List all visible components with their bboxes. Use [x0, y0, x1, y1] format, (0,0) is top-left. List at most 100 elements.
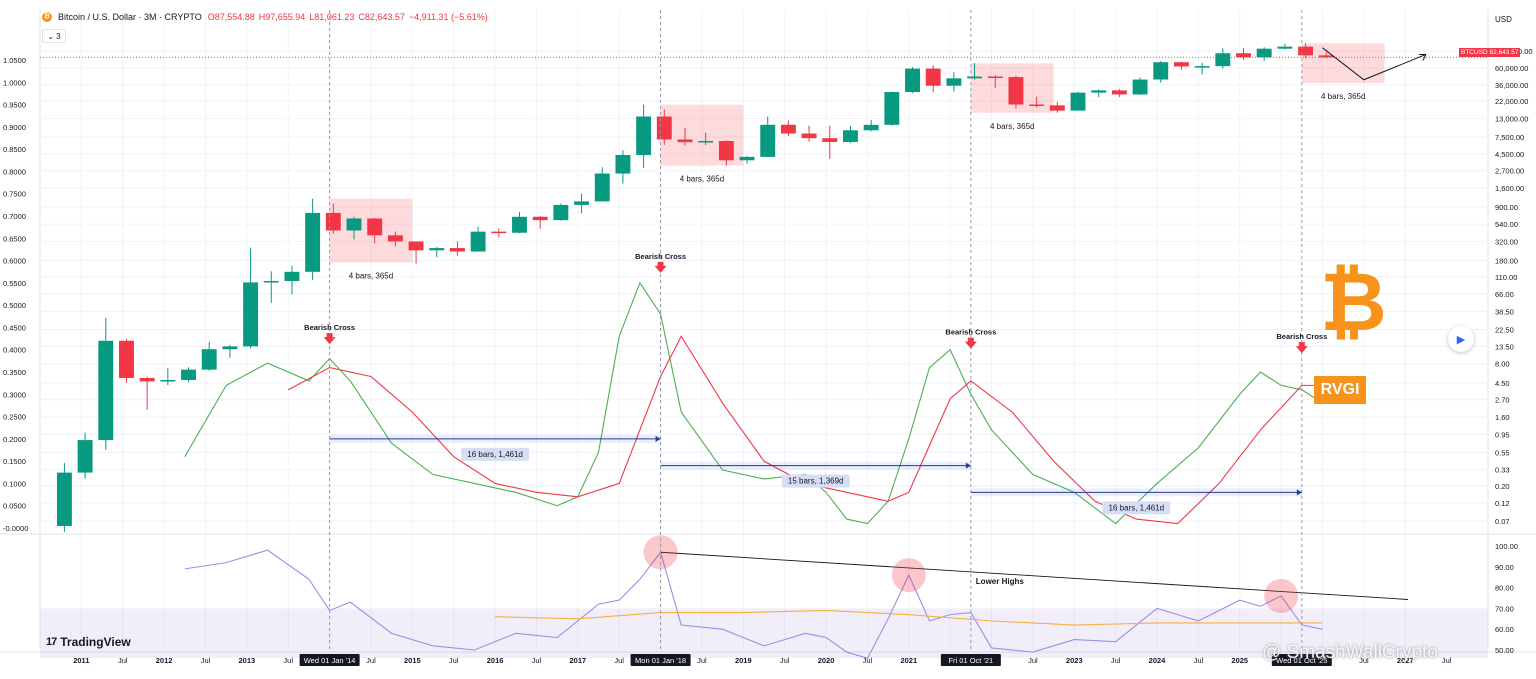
- candle-body: [449, 248, 465, 252]
- candle-body: [181, 369, 196, 380]
- rsi-axis-label: 100.00: [1495, 542, 1518, 551]
- tradingview-wordmark: TradingView: [60, 635, 131, 649]
- price-axis-label: 38.50: [1495, 308, 1514, 317]
- left-axis-label: 0.4500: [3, 323, 26, 332]
- open-value: O87,554.88: [207, 12, 255, 22]
- candle-body: [1318, 55, 1334, 58]
- range-arrowhead: [655, 435, 661, 442]
- range-label-bg: [461, 447, 530, 461]
- drawdown-box-label: 4 bars, 365d: [349, 271, 393, 280]
- left-axis-label: 0.1500: [3, 457, 26, 466]
- rvgi-line: [184, 281, 1323, 525]
- left-axis-label: 1.0000: [3, 78, 26, 87]
- time-axis-label: 2016: [487, 656, 504, 665]
- candle-body: [677, 139, 693, 143]
- price-axis-label: 1,600.00: [1495, 184, 1524, 193]
- candle-body: [946, 78, 962, 86]
- candle-body: [656, 116, 672, 140]
- price-axis-label: 13.50: [1495, 342, 1514, 351]
- candle-body: [1194, 66, 1210, 68]
- candle-body: [1070, 92, 1086, 111]
- time-axis-label: 2020: [818, 656, 835, 665]
- time-cursor-tag-bg: [630, 654, 691, 666]
- change-value: −4,911.31 (−5.61%): [408, 12, 488, 22]
- candle-body: [1173, 62, 1189, 67]
- currency-label: USD: [1495, 15, 1512, 24]
- candle-body: [284, 271, 300, 282]
- candle-body: [512, 216, 527, 233]
- candle-body: [1049, 105, 1065, 111]
- price-axis-label: 22,000.00: [1495, 97, 1528, 106]
- price-axis-label: 0.20: [1495, 482, 1510, 491]
- rsi-ma-line: [495, 609, 1323, 626]
- candle-body: [532, 216, 548, 221]
- candle-body: [1215, 53, 1231, 67]
- candle-body: [822, 138, 838, 142]
- range-label-bg: [1102, 501, 1171, 515]
- left-axis-label: 0.5000: [3, 301, 26, 310]
- time-cursor-tag-bg: [299, 654, 360, 666]
- projection-arrowhead: [1418, 53, 1427, 61]
- drawdown-boxes: 4 bars, 365d 4 bars, 365d 4 bars, 365d 4 ba…: [329, 43, 1385, 280]
- indicators-toggle[interactable]: ⌄ 3: [42, 29, 66, 43]
- time-cursor-tag-bg: [940, 654, 1001, 666]
- tradingview-mark-icon: 17: [46, 636, 57, 648]
- time-axis-label: 2023: [1066, 656, 1083, 665]
- left-axis-label: -0.0000: [3, 524, 28, 533]
- chart-header: ₿ Bitcoin / U.S. Dollar · 3M · CRYPTO O8…: [42, 12, 488, 22]
- candle-body: [1029, 104, 1045, 107]
- range-label: 16 bars, 1,461d: [1109, 503, 1165, 512]
- drawdown-box-label: 4 bars, 365d: [680, 175, 724, 184]
- high-value: H97,655.94: [258, 12, 306, 22]
- left-axis-label: 0.9500: [3, 101, 26, 110]
- bearish-cross-label: Bearish Cross: [304, 323, 355, 332]
- time-axis-label: Jul: [1194, 656, 1204, 665]
- range-label-bg: [781, 474, 850, 488]
- candle-body: [470, 231, 486, 252]
- candle-body: [698, 140, 714, 143]
- candle-body: [222, 346, 238, 350]
- price-axis-label: 320.00: [1495, 237, 1518, 246]
- time-axis-label: 2011: [73, 656, 89, 665]
- candles: [40, 43, 1488, 532]
- price-axis-label: 110.00: [1495, 273, 1517, 282]
- chevron-down-icon: ⌄: [47, 31, 55, 41]
- candle-body: [1236, 53, 1251, 58]
- time-axis-label: Jul: [449, 656, 459, 665]
- play-icon[interactable]: ▶: [1448, 326, 1474, 352]
- candle-body: [905, 68, 920, 93]
- price-axis-label: 36,000.00: [1495, 81, 1528, 90]
- left-axis-label: 0.8500: [3, 145, 26, 154]
- candle-body: [553, 204, 569, 221]
- candle-body: [56, 472, 72, 526]
- rsi-axis-label: 80.00: [1495, 584, 1514, 593]
- candle-body: [925, 68, 941, 86]
- range-label: 15 bars, 1,369d: [788, 477, 844, 486]
- candle-body: [77, 440, 93, 473]
- left-axis-label: 0.3500: [3, 368, 26, 377]
- time-axis-label: 2017: [569, 656, 586, 665]
- candle-body: [387, 235, 403, 242]
- price-axis-label: 2.70: [1495, 396, 1510, 405]
- candle-body: [367, 218, 383, 236]
- candle-body: [1091, 90, 1107, 93]
- rsi-trendline-label: Lower Highs: [976, 577, 1025, 586]
- time-axis-label: 2025: [1231, 656, 1248, 665]
- left-axis-label: 0.2000: [3, 435, 26, 444]
- time-cursor-tag-bg: [1271, 654, 1332, 666]
- price-axis-label: 4.50: [1495, 379, 1510, 388]
- rsi-peak-marker: [1264, 578, 1299, 613]
- time-axis-label: Jul: [1359, 656, 1369, 665]
- tradingview-logo[interactable]: 17 TradingView: [46, 635, 131, 649]
- time-axis-label: 2019: [735, 656, 752, 665]
- symbol-title[interactable]: Bitcoin / U.S. Dollar · 3M · CRYPTO: [58, 12, 202, 22]
- rvgi-badge: RVGI: [1314, 376, 1366, 404]
- time-axis-label: 2027: [1397, 656, 1414, 665]
- drawdown-box-label: 4 bars, 365d: [1321, 92, 1365, 101]
- price-axis-label: 4,500.00: [1495, 150, 1524, 159]
- rsi-axis-label: 50.00: [1495, 646, 1514, 655]
- low-value: L81,061.23: [309, 12, 355, 22]
- price-axis-label: 0.95: [1495, 430, 1510, 439]
- candle-body: [119, 340, 134, 379]
